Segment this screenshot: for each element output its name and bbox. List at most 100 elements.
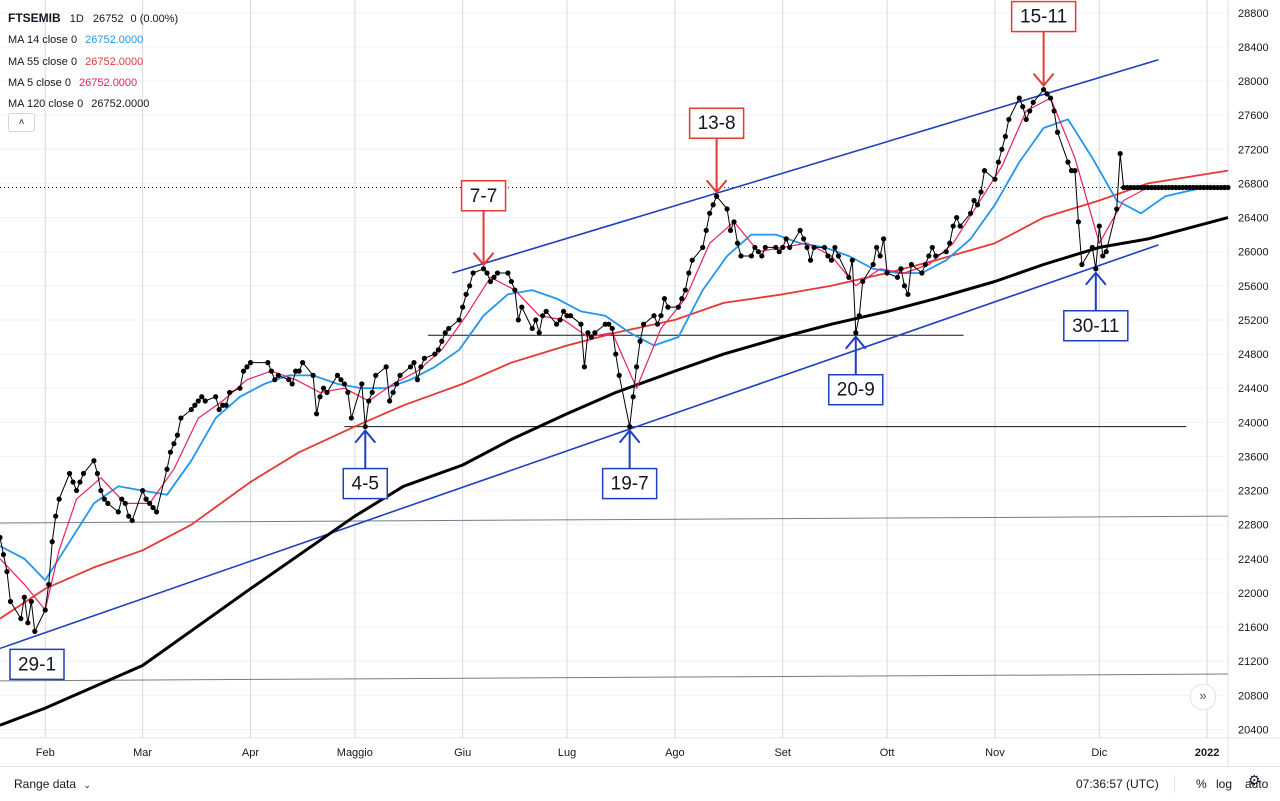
price-marker <box>825 253 831 259</box>
price-marker <box>94 470 101 477</box>
y-tick-label: 20400 <box>1238 724 1269 736</box>
price-marker <box>49 539 55 545</box>
price-marker <box>435 347 441 353</box>
price-marker <box>268 368 274 374</box>
price-marker <box>387 398 393 404</box>
channel-upper-trendline <box>452 58 1159 274</box>
interval-label[interactable]: 1D <box>69 13 84 25</box>
ma120-value: 26752.0000 <box>91 98 150 111</box>
price-marker <box>167 449 174 455</box>
percent-toggle[interactable]: % <box>1196 777 1207 791</box>
price-marker <box>689 257 695 263</box>
x-tick-label: Giu <box>454 747 471 759</box>
price-marker <box>832 244 838 251</box>
price-marker <box>734 240 741 246</box>
price-marker <box>1023 116 1029 123</box>
price-marker <box>870 261 876 268</box>
y-tick-label: 25600 <box>1238 281 1269 293</box>
series-ma-120 <box>0 216 1229 727</box>
price-marker <box>341 381 347 387</box>
price-marker <box>4 569 10 575</box>
symbol-name[interactable]: FTSEMIB <box>8 11 61 25</box>
y-tick-label: 22400 <box>1238 554 1269 566</box>
price-marker <box>188 406 194 413</box>
price-marker <box>171 441 177 447</box>
price-marker <box>954 214 960 221</box>
price-marker <box>724 206 730 212</box>
annotation-15-11: 15-11 <box>1010 0 1077 88</box>
price-marker <box>926 253 932 259</box>
x-tick-label: Apr <box>242 747 259 759</box>
range-dropdown[interactable]: Range data ⌄ <box>14 777 91 791</box>
price-marker <box>581 364 588 370</box>
price-marker <box>613 351 619 357</box>
y-tick-label: 24000 <box>1238 417 1269 429</box>
price-marker <box>860 278 866 285</box>
arrow-up-icon <box>618 429 641 444</box>
price-marker <box>178 415 184 421</box>
legend-ma55[interactable]: MA 55 close 0 26752.0000 <box>8 52 178 73</box>
legend-ma120[interactable]: MA 120 close 0 26752.0000 <box>8 94 178 115</box>
price-marker <box>894 274 901 280</box>
annotation-label: 4-5 <box>352 474 379 495</box>
price-marker <box>324 389 330 396</box>
price-marker <box>679 296 685 302</box>
price-marker <box>487 278 494 285</box>
price-marker <box>226 389 233 396</box>
price-marker <box>164 466 170 472</box>
horizontal-line-level-22800 <box>0 515 1229 524</box>
price-marker <box>929 244 935 251</box>
price-marker <box>557 317 563 323</box>
price-marker <box>244 364 250 370</box>
y-tick-label: 28800 <box>1238 8 1269 20</box>
price-marker <box>480 266 487 272</box>
price-marker <box>508 278 514 285</box>
price-marker <box>978 189 984 195</box>
price-marker <box>877 253 883 259</box>
price-marker <box>884 270 890 276</box>
price-marker <box>609 325 615 332</box>
toolbar-divider <box>1174 775 1175 793</box>
price-marker <box>783 236 789 242</box>
price-marker <box>77 479 83 485</box>
price-marker <box>947 240 953 246</box>
price-marker <box>560 308 567 315</box>
price-marker <box>439 338 445 344</box>
arrow-down-icon <box>1032 72 1055 88</box>
price-marker <box>967 210 974 216</box>
annotation-20-9: 20-9 <box>828 335 884 406</box>
gear-icon[interactable]: ⚙ <box>1248 772 1261 788</box>
price-marker <box>908 261 915 268</box>
legend-ma5[interactable]: MA 5 close 0 26752.0000 <box>8 73 178 94</box>
ma55-label: MA 55 close 0 <box>8 55 78 68</box>
x-tick-label: 2022 <box>1195 747 1219 759</box>
log-toggle[interactable]: log <box>1216 777 1233 791</box>
legend-symbol-row: FTSEMIB 1D 26752 0 (0.00%) <box>8 8 178 30</box>
ma14-label: MA 14 close 0 <box>8 34 78 47</box>
annotation-29-1: 29-1 <box>9 648 65 681</box>
price-marker <box>971 197 977 204</box>
series-ftsemib <box>0 89 1125 632</box>
legend-collapse-button[interactable]: ˄ <box>8 113 35 132</box>
price-marker <box>1006 116 1012 123</box>
price-marker <box>856 313 862 319</box>
annotation-box <box>688 107 745 139</box>
auto-toggle[interactable]: auto <box>1245 777 1269 791</box>
price-marker <box>543 308 549 315</box>
price-marker <box>950 223 956 229</box>
x-tick-label: Maggio <box>337 747 373 759</box>
annotation-label: 13-8 <box>698 113 736 134</box>
x-tick-label: Dic <box>1091 747 1107 759</box>
legend-ma14[interactable]: MA 14 close 0 26752.0000 <box>8 30 178 51</box>
scroll-to-realtime-button[interactable]: » <box>1190 684 1216 710</box>
price-marker <box>540 313 546 319</box>
price-change: 0 (0.00%) <box>130 13 179 25</box>
annotation-7-7: 7-7 <box>460 180 507 267</box>
chart-svg[interactable]: 20400 20800 21200 21600 22000 22400 22800 23200… <box>0 0 1280 766</box>
price-marker <box>654 321 661 327</box>
price-marker <box>1103 249 1109 255</box>
double-chevron-right-icon: » <box>1199 688 1207 703</box>
price-marker <box>313 411 320 417</box>
utc-clock[interactable]: 07:36:57 (UTC) <box>1076 777 1159 791</box>
